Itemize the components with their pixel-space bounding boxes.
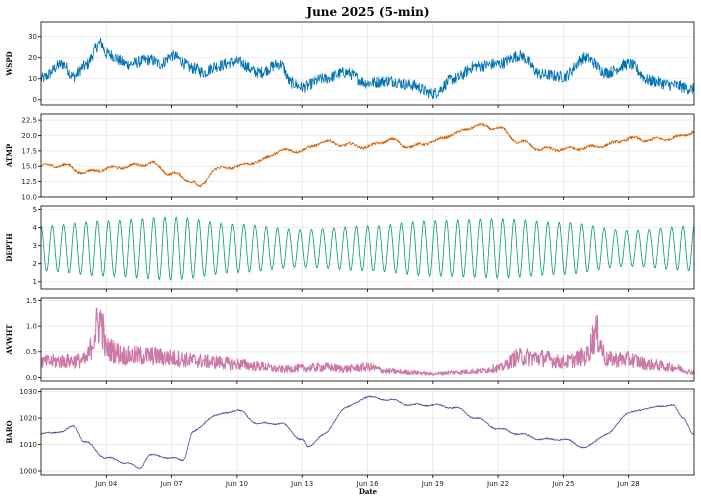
y-tick-label: 10 bbox=[28, 75, 37, 83]
y-tick-label: 1.0 bbox=[26, 323, 37, 331]
series-line-atmp bbox=[40, 122, 695, 188]
panel-depth: 1 2 3 4 5 DEPTH bbox=[5, 205, 695, 292]
y-tick-label: 20.0 bbox=[21, 132, 37, 140]
panels: 0102030WSPD10.012.515.017.520.022.5ATMP1… bbox=[5, 21, 695, 488]
y-tick-label: 1020 bbox=[19, 415, 37, 423]
panel-avwht: 0.0 0.5 1.0 1.5 AVWHT bbox=[5, 297, 695, 384]
x-tick-label: Jun 25 bbox=[551, 480, 574, 488]
y-tick-label: 10.0 bbox=[21, 193, 37, 201]
y-tick-label: 20 bbox=[28, 54, 37, 62]
chart-title: June 2025 (5-min) bbox=[305, 5, 429, 19]
x-tick-label: Jun 16 bbox=[355, 480, 379, 488]
x-tick-label: Jun 13 bbox=[290, 480, 313, 488]
series-line-depth bbox=[40, 216, 695, 281]
y-axis-label: ATMP bbox=[5, 143, 14, 168]
x-axis-label: Date bbox=[359, 487, 378, 496]
y-tick-label: 1030 bbox=[19, 388, 37, 396]
x-tick-label: Jun 04 bbox=[94, 480, 118, 488]
series-line-baro bbox=[40, 395, 695, 469]
y-axis-label: DEPTH bbox=[5, 233, 14, 262]
y-tick-label: 12.5 bbox=[21, 178, 37, 186]
y-tick-label: 2 bbox=[33, 260, 37, 268]
y-tick-label: 0.0 bbox=[26, 374, 37, 382]
y-tick-label: 22.5 bbox=[21, 117, 37, 125]
x-tick-label: Jun 22 bbox=[486, 480, 509, 488]
y-tick-label: 1000 bbox=[19, 467, 37, 475]
y-tick-label: 4 bbox=[33, 224, 38, 232]
y-axis-label: WSPD bbox=[5, 51, 14, 76]
panel-baro: 1000 1010 1020 1030 BARO bbox=[5, 388, 695, 478]
y-tick-label: 17.5 bbox=[21, 147, 37, 155]
y-axis-label: AVWHT bbox=[5, 324, 14, 356]
series-line-avwht bbox=[40, 307, 695, 376]
y-tick-label: 1 bbox=[33, 278, 37, 286]
x-tick-label: Jun 10 bbox=[225, 480, 248, 488]
series-line-wspd bbox=[40, 37, 695, 100]
panel-wspd: 0 10 20 30 WSPD bbox=[5, 21, 695, 108]
y-tick-label: 1.5 bbox=[26, 297, 37, 305]
y-axis-label: BARO bbox=[5, 420, 14, 443]
y-tick-label: 15.0 bbox=[21, 163, 37, 171]
x-tick-label: Jun 19 bbox=[421, 480, 444, 488]
y-tick-label: 30 bbox=[28, 33, 37, 41]
y-tick-label: 1010 bbox=[19, 441, 37, 449]
x-axis: Jun 04 Jun 07 Jun 10 Jun 13 Jun 16 Jun 19 Jun … bbox=[94, 480, 639, 488]
panel-atmp: 10.0 12.5 15.0 17.5 20.0 22.5 ATMP bbox=[5, 113, 695, 201]
y-tick-label: 0 bbox=[33, 96, 37, 104]
y-tick-label: 3 bbox=[33, 242, 37, 250]
x-tick-label: Jun 07 bbox=[160, 480, 183, 488]
x-tick-label: Jun 28 bbox=[617, 480, 640, 488]
y-tick-label: 0.5 bbox=[26, 348, 37, 356]
y-tick-label: 5 bbox=[33, 206, 37, 214]
